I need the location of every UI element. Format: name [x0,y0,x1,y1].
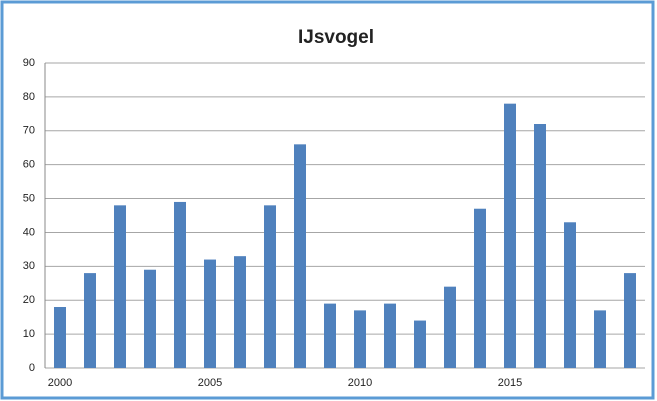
bar [234,256,246,368]
bar [114,205,126,368]
bar [84,273,96,368]
bar [444,286,456,368]
x-tick-label: 2005 [198,377,222,389]
bar [144,269,156,368]
bar [594,310,606,368]
bar [174,201,186,368]
bar [534,124,546,368]
y-tick-label: 20 [23,294,35,306]
x-tick-label: 2015 [498,377,522,389]
y-tick-label: 30 [23,260,35,272]
bar [324,303,336,368]
y-tick-label: 0 [29,362,35,374]
bar [54,307,66,368]
bar [474,208,486,368]
bar [354,310,366,368]
bar [414,320,426,368]
y-tick-label: 10 [23,328,35,340]
y-tick-label: 60 [23,159,35,171]
bar [624,273,636,368]
y-tick-label: 40 [23,226,35,238]
bar [564,222,576,368]
y-tick-label: 50 [23,192,35,204]
bar [204,259,216,368]
chart-title: IJsvogel [298,27,374,48]
bar [504,103,516,369]
y-tick-label: 70 [23,125,35,137]
bar [294,144,306,368]
x-tick-label: 2010 [348,377,372,389]
y-tick-label: 80 [23,91,35,103]
bar [264,205,276,368]
x-tick-label: 2000 [48,377,72,389]
bar [384,303,396,368]
y-tick-label: 90 [23,57,35,69]
